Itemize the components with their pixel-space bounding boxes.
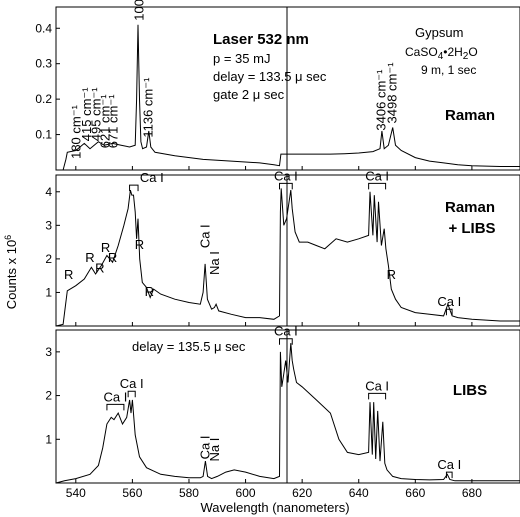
x-axis: 540 560 580 600 620 640 660 680: [66, 486, 482, 500]
x-tick-label: 560: [122, 486, 142, 500]
x-tick-label: 600: [236, 486, 256, 500]
y-tick-label: 0.1: [35, 128, 52, 142]
laser-delay: delay = 133.5 μ sec: [213, 69, 327, 84]
peak-bracket: [106, 403, 125, 411]
y-axis-label-main: Counts x 10: [4, 240, 19, 309]
peak-label: Ca I: [365, 378, 389, 393]
spectrum-trace: [55, 188, 520, 327]
peak-label: Ca I: [120, 376, 144, 391]
formula-main: CaSO: [405, 45, 438, 59]
peak-label: Na I: [207, 438, 222, 462]
peak-bracket: [279, 338, 293, 345]
peak-label: R: [101, 240, 110, 255]
peak-label: 415 cm⁻¹: [79, 87, 94, 141]
x-axis-label: Wavelength (nanometers): [200, 500, 349, 515]
peak-bracket: [279, 182, 293, 190]
laser-title: Laser 532 nm: [213, 31, 309, 48]
panel-label: Raman: [445, 199, 495, 216]
peak-label: R: [135, 237, 144, 252]
laser-power: p = 35 mJ: [213, 51, 270, 66]
y-tick-label: 1: [45, 432, 52, 446]
panel-frame: [55, 174, 520, 327]
peak-label: 3406 cm⁻¹: [373, 69, 388, 131]
panel-frame: [55, 6, 520, 171]
peak-label: R: [108, 250, 117, 265]
sample-formula: CaSO4•2H2O: [405, 45, 478, 62]
laser-gate: gate 2 μ sec: [213, 87, 285, 102]
peak-label: 3498 cm⁻¹: [385, 62, 400, 124]
y-axis-label: Counts x 106: [3, 235, 19, 309]
panel-info: delay = 135.5 μ sec: [132, 339, 246, 354]
panel-label: LIBS: [453, 382, 487, 399]
y-tick-label: 2: [45, 252, 52, 266]
panel-frame: [55, 329, 520, 484]
peak-label: Ca I: [437, 294, 461, 309]
y-tick-label: 3: [45, 218, 52, 232]
formula-sub: 4: [438, 51, 444, 62]
x-tick-label: 540: [66, 486, 86, 500]
y-tick-label: 1: [45, 285, 52, 299]
peak-label: R: [387, 267, 396, 282]
x-tick-label: 680: [462, 486, 482, 500]
y-tick-label: 0.4: [35, 21, 52, 35]
x-tick-label: 580: [179, 486, 199, 500]
panel-label: Raman: [445, 107, 495, 124]
peak-label: 621 cm⁻¹: [98, 94, 113, 148]
peak-bracket: [368, 182, 387, 190]
peak-label: Ca I: [197, 224, 212, 248]
peak-label: Ca I: [437, 457, 461, 472]
formula-sub2: 2: [463, 51, 469, 62]
peak-label: 671 cm⁻¹: [105, 94, 120, 148]
peak-label: Ca I: [274, 168, 298, 183]
formula-end: O: [468, 45, 477, 59]
peak-bracket: [368, 392, 387, 400]
x-tick-label: 660: [405, 486, 425, 500]
y-tick-label: 0.3: [35, 57, 52, 71]
peak-label: 1136 cm⁻¹: [141, 77, 156, 138]
y-tick-label: 3: [45, 345, 52, 359]
header-info: Laser 532 nm p = 35 mJ delay = 133.5 μ s…: [213, 25, 478, 102]
spectrum-trace: [55, 343, 520, 484]
y-axis-label-exp: 6: [3, 235, 13, 240]
peak-bracket: [127, 390, 136, 398]
peak-bracket: [445, 308, 453, 316]
panel-label-second: + LIBS: [448, 220, 495, 237]
spectrum-trace: [56, 24, 520, 171]
peak-label: R: [145, 284, 154, 299]
peak-bracket: [129, 184, 139, 192]
y-tick-label: 2: [45, 389, 52, 403]
y-tick-label: 0.2: [35, 92, 52, 106]
peak-label: 180 cm⁻¹: [69, 104, 84, 158]
sample-name: Gypsum: [415, 25, 463, 40]
peak-label: Ca I: [274, 324, 298, 339]
peak-label: R: [64, 267, 73, 282]
peak-label: 1006 cm⁻¹: [131, 0, 146, 21]
peak-label: 495 cm⁻¹: [88, 87, 103, 141]
sample-condition: 9 m, 1 sec: [421, 63, 476, 77]
peak-label: Ca I: [365, 168, 389, 183]
peak-bracket: [445, 471, 453, 479]
peak-label: Ca I: [140, 170, 164, 185]
y-tick-label: 4: [45, 185, 52, 199]
peak-label: Ca I: [197, 435, 212, 459]
x-tick-label: 640: [349, 486, 369, 500]
peak-label: Na I: [207, 251, 222, 275]
formula-rest: •2H: [443, 45, 463, 59]
peak-label: Ca I: [103, 389, 127, 404]
peak-label: R: [95, 260, 104, 275]
peak-label: R: [85, 250, 94, 265]
x-tick-label: 620: [292, 486, 312, 500]
